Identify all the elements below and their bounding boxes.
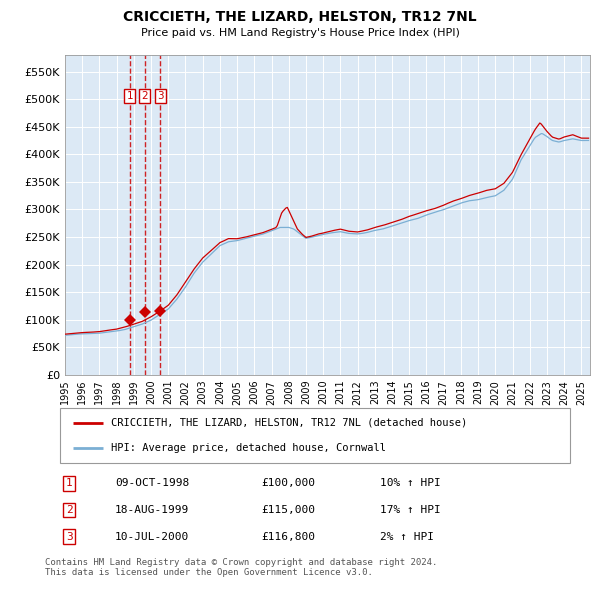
Text: 09-OCT-1998: 09-OCT-1998 — [115, 478, 190, 489]
Text: £116,800: £116,800 — [261, 532, 315, 542]
Text: 3: 3 — [157, 91, 164, 101]
Text: 3: 3 — [66, 532, 73, 542]
Text: CRICCIETH, THE LIZARD, HELSTON, TR12 7NL (detached house): CRICCIETH, THE LIZARD, HELSTON, TR12 7NL… — [111, 418, 467, 428]
FancyBboxPatch shape — [60, 408, 570, 463]
Text: £100,000: £100,000 — [261, 478, 315, 489]
Text: HPI: Average price, detached house, Cornwall: HPI: Average price, detached house, Corn… — [111, 443, 386, 453]
Text: 1: 1 — [66, 478, 73, 489]
Text: 17% ↑ HPI: 17% ↑ HPI — [380, 505, 440, 515]
Text: 10-JUL-2000: 10-JUL-2000 — [115, 532, 190, 542]
Text: 18-AUG-1999: 18-AUG-1999 — [115, 505, 190, 515]
Text: Contains HM Land Registry data © Crown copyright and database right 2024.
This d: Contains HM Land Registry data © Crown c… — [45, 558, 437, 578]
Text: £115,000: £115,000 — [261, 505, 315, 515]
Text: CRICCIETH, THE LIZARD, HELSTON, TR12 7NL: CRICCIETH, THE LIZARD, HELSTON, TR12 7NL — [123, 10, 477, 24]
Text: 1: 1 — [127, 91, 133, 101]
Text: 2: 2 — [142, 91, 148, 101]
Text: 10% ↑ HPI: 10% ↑ HPI — [380, 478, 440, 489]
Text: 2: 2 — [66, 505, 73, 515]
Text: Price paid vs. HM Land Registry's House Price Index (HPI): Price paid vs. HM Land Registry's House … — [140, 28, 460, 38]
Text: 2% ↑ HPI: 2% ↑ HPI — [380, 532, 434, 542]
